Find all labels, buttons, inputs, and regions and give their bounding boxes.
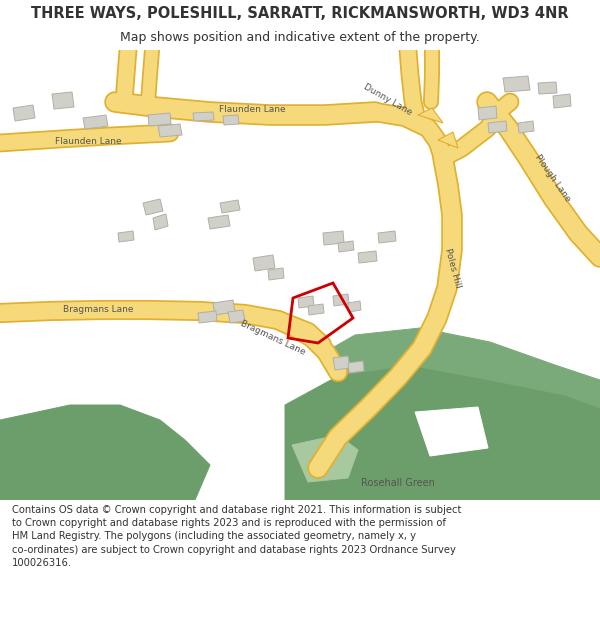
Polygon shape bbox=[208, 215, 230, 229]
Text: Rosehall Green: Rosehall Green bbox=[361, 478, 435, 488]
Polygon shape bbox=[198, 311, 217, 323]
Polygon shape bbox=[118, 231, 134, 242]
Text: Flaunden Lane: Flaunden Lane bbox=[55, 136, 121, 146]
Polygon shape bbox=[268, 268, 284, 280]
Polygon shape bbox=[323, 231, 344, 245]
Polygon shape bbox=[503, 76, 530, 92]
Polygon shape bbox=[415, 407, 488, 456]
Polygon shape bbox=[253, 255, 275, 271]
Polygon shape bbox=[488, 121, 507, 133]
Polygon shape bbox=[153, 214, 168, 230]
Polygon shape bbox=[333, 356, 350, 370]
Polygon shape bbox=[143, 199, 163, 215]
Polygon shape bbox=[320, 328, 600, 408]
Text: Bragmans Lane: Bragmans Lane bbox=[239, 319, 307, 357]
Polygon shape bbox=[478, 106, 497, 120]
Text: Contains OS data © Crown copyright and database right 2021. This information is : Contains OS data © Crown copyright and d… bbox=[12, 505, 461, 568]
Polygon shape bbox=[83, 115, 108, 129]
Polygon shape bbox=[298, 296, 314, 308]
Polygon shape bbox=[348, 361, 364, 373]
Polygon shape bbox=[292, 435, 358, 482]
Polygon shape bbox=[538, 82, 557, 94]
Polygon shape bbox=[158, 124, 182, 137]
Text: Plough Lane: Plough Lane bbox=[533, 152, 572, 203]
Polygon shape bbox=[285, 365, 600, 500]
Polygon shape bbox=[378, 231, 396, 243]
Polygon shape bbox=[518, 121, 534, 133]
Polygon shape bbox=[438, 132, 458, 148]
Text: Dunny Lane: Dunny Lane bbox=[362, 82, 414, 118]
Polygon shape bbox=[308, 304, 324, 315]
Polygon shape bbox=[213, 300, 235, 315]
Polygon shape bbox=[223, 115, 239, 125]
Text: Bragmans Lane: Bragmans Lane bbox=[63, 304, 133, 314]
Text: Poles Hill: Poles Hill bbox=[443, 247, 463, 289]
Polygon shape bbox=[0, 405, 210, 500]
Polygon shape bbox=[553, 94, 571, 108]
Polygon shape bbox=[148, 113, 171, 126]
Polygon shape bbox=[338, 241, 354, 252]
Polygon shape bbox=[418, 108, 443, 123]
Polygon shape bbox=[358, 251, 377, 263]
Polygon shape bbox=[348, 301, 361, 312]
Polygon shape bbox=[13, 105, 35, 121]
Polygon shape bbox=[52, 92, 74, 109]
Polygon shape bbox=[193, 112, 214, 121]
Text: Flaunden Lane: Flaunden Lane bbox=[218, 106, 286, 114]
Polygon shape bbox=[220, 200, 240, 213]
Polygon shape bbox=[333, 294, 349, 306]
Polygon shape bbox=[228, 310, 245, 323]
Text: THREE WAYS, POLESHILL, SARRATT, RICKMANSWORTH, WD3 4NR: THREE WAYS, POLESHILL, SARRATT, RICKMANS… bbox=[31, 6, 569, 21]
Text: Map shows position and indicative extent of the property.: Map shows position and indicative extent… bbox=[120, 31, 480, 44]
